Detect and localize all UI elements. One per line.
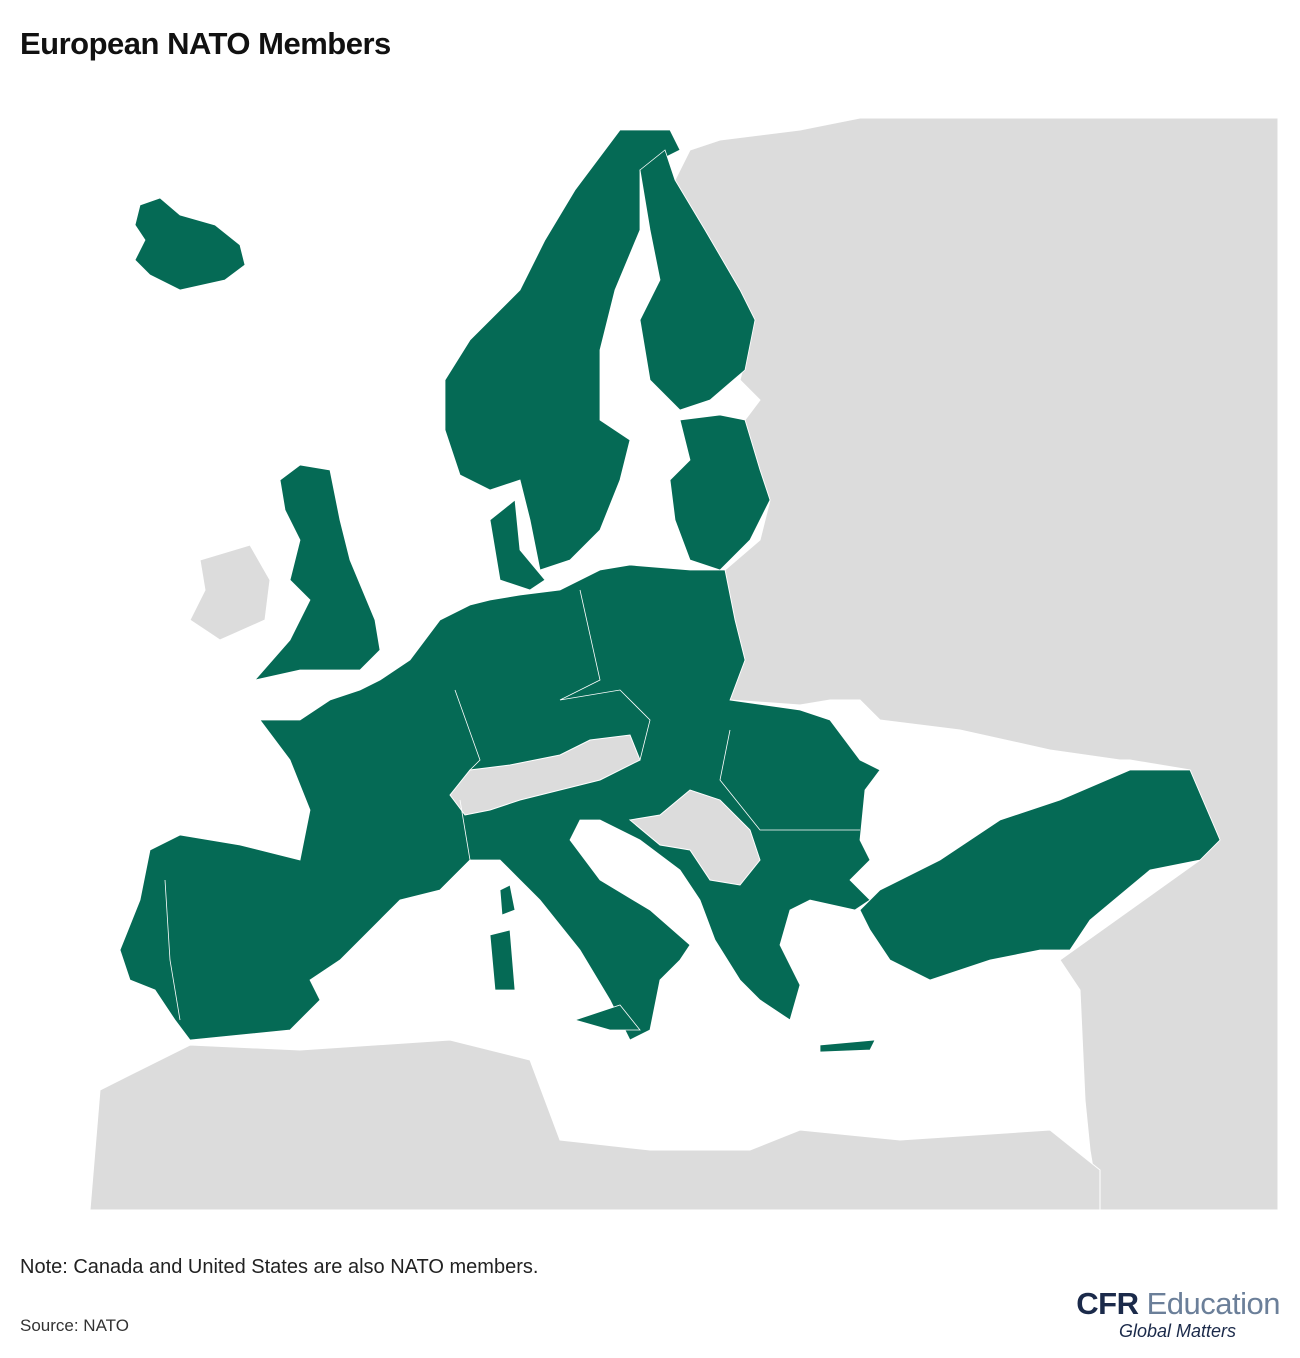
denmark (489, 499, 546, 591)
finland (639, 149, 756, 411)
united-kingdom (253, 464, 381, 681)
crete (819, 1039, 876, 1053)
border (559, 589, 651, 761)
border (454, 689, 481, 771)
north-africa (89, 1039, 1101, 1211)
ireland (189, 544, 271, 641)
baltic-states (669, 414, 771, 571)
eastern-europe (674, 117, 1279, 1211)
logo-tagline: Global Matters (1118, 1321, 1236, 1341)
logo: CFR Education (1076, 1286, 1280, 1322)
scandinavia (444, 129, 681, 571)
borders (164, 589, 860, 1021)
western-balkans (628, 789, 761, 886)
map-title: European NATO Members (20, 26, 391, 61)
sicily (573, 1004, 641, 1031)
note: Note: Canada and United States are also … (20, 1256, 539, 1278)
iceland (134, 197, 246, 291)
border (164, 879, 181, 1021)
border (719, 729, 860, 831)
sardinia (489, 929, 516, 991)
turkey (859, 769, 1221, 981)
logo-brand: CFR (1076, 1286, 1139, 1321)
non-member-inland (449, 734, 761, 886)
source: Source: NATO (20, 1316, 129, 1335)
logo-name: Education (1146, 1286, 1281, 1321)
non-member-land (89, 117, 1279, 1211)
corsica (499, 884, 516, 916)
border (439, 799, 471, 891)
black-sea (862, 725, 1125, 868)
